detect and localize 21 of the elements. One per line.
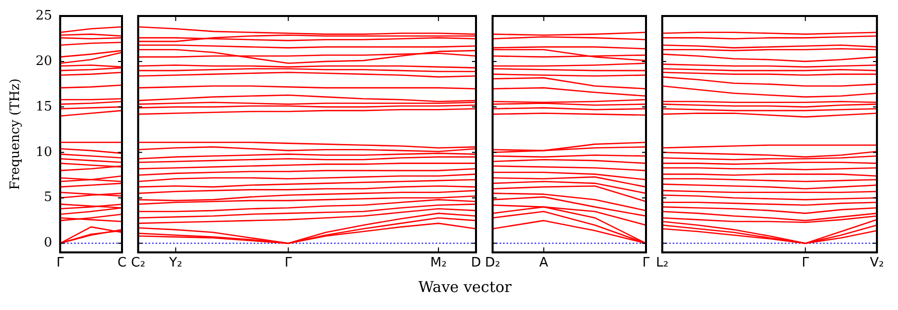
x-tick-label: Γ (802, 256, 810, 271)
x-tick-label: A (539, 256, 548, 271)
y-axis-title: Frequency (THz) (8, 78, 24, 190)
y-tick-label: 0 (44, 236, 52, 251)
y-tick-label: 5 (44, 190, 52, 206)
x-tick-label: V₂ (870, 256, 884, 271)
x-tick-label: L₂ (656, 256, 668, 271)
x-tick-label: D₂ (484, 256, 500, 271)
y-tick-label: 20 (36, 54, 52, 69)
x-tick-label: C (117, 256, 127, 271)
y-tick-label: 25 (36, 8, 52, 24)
x-tick-label: M₂ (430, 256, 447, 271)
y-tick-label: 10 (36, 144, 52, 160)
x-tick-label: C₂ (130, 256, 146, 271)
x-tick-label: Γ (56, 256, 65, 271)
x-tick-label: Γ (642, 256, 650, 271)
x-tick-label: D (470, 256, 482, 271)
x-axis-title: Wave vector (417, 278, 513, 296)
x-tick-label: Y₂ (168, 256, 182, 271)
y-tick-label: 15 (36, 99, 52, 114)
x-tick-label: Γ (284, 256, 293, 271)
